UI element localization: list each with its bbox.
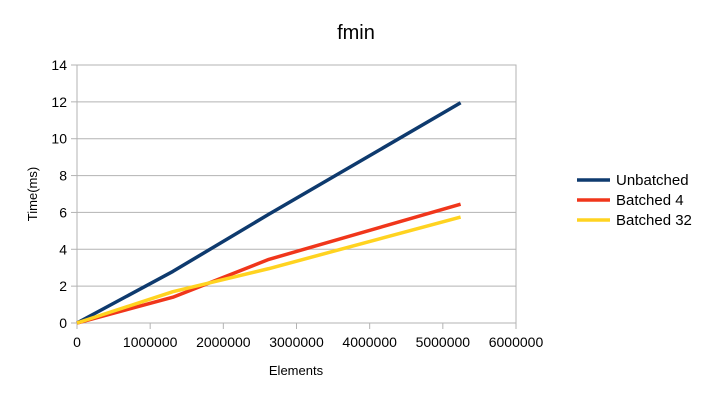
x-axis-ticks: 0 1000000 2000000 3000000 4000000 5000000 6000… [73, 323, 543, 350]
y-tick-label: 6 [59, 204, 67, 220]
x-tick-label: 2000000 [196, 334, 251, 350]
y-tick-label: 8 [59, 168, 67, 184]
gridlines [77, 64, 516, 324]
x-tick-label: 1000000 [123, 334, 178, 350]
y-axis-ticks: 0 2 4 6 8 10 12 14 [51, 57, 77, 331]
x-tick-label: 4000000 [342, 334, 397, 350]
y-tick-label: 4 [59, 241, 67, 257]
plot-area [76, 64, 517, 324]
x-tick-label: 3000000 [269, 334, 324, 350]
series-line-batched-32 [76, 215, 462, 325]
y-tick-label: 12 [51, 94, 67, 110]
x-tick-label: 0 [73, 334, 81, 350]
y-tick-label: 10 [51, 131, 67, 147]
legend-label-batched-32: Batched 32 [616, 212, 692, 229]
y-tick-label: 14 [51, 57, 67, 73]
y-axis-title: Time(ms) [25, 167, 40, 221]
series-line-batched-4 [76, 202, 462, 325]
x-tick-label: 6000000 [489, 334, 544, 350]
y-tick-label: 2 [59, 278, 67, 294]
chart-title: fmin [337, 22, 375, 44]
legend-label-batched-4: Batched 4 [616, 192, 684, 209]
x-axis-title: Elements [269, 363, 324, 378]
legend-label-unbatched: Unbatched [616, 172, 689, 189]
legend: Unbatched Batched 4 Batched 32 [577, 172, 692, 229]
series-lines [76, 101, 462, 325]
series-line-unbatched [76, 101, 462, 325]
y-tick-label: 0 [59, 315, 67, 331]
x-tick-label: 5000000 [416, 334, 471, 350]
